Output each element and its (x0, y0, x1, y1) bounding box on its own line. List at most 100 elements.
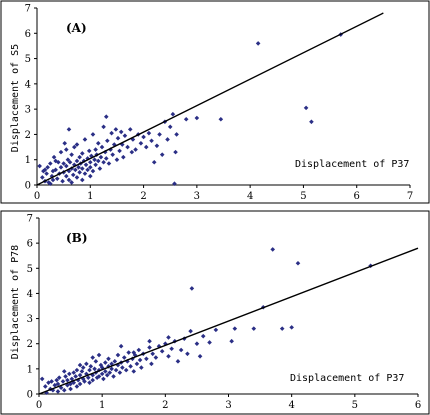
panel-a-fit-line (36, 12, 384, 186)
panel-b-data-point (147, 345, 152, 350)
panel-b-data-point (178, 347, 184, 353)
panel-a-y-tick-label: 2 (25, 130, 31, 141)
panel-a-data-point (98, 154, 104, 160)
panel-b-data-point (113, 367, 119, 373)
panel-a-data-point (110, 152, 115, 157)
panel-a-data-point (101, 124, 106, 130)
panel-a-data-point (72, 162, 77, 168)
panel-b-data-point (109, 366, 114, 372)
panel-b-data-point (93, 359, 99, 364)
panel-b-data-point (88, 364, 94, 369)
panel-b-x-tick-label: 2 (162, 400, 168, 411)
panel-a-data-point (64, 173, 69, 179)
panel-a-x-tick-label: 2 (140, 191, 146, 202)
panel-a-data-point (141, 134, 146, 140)
panel-b-x-tick-label: 1 (99, 400, 105, 411)
panel-b-data-point (73, 374, 78, 379)
panel-b-data-point (159, 348, 165, 354)
panel-a-data-point (40, 175, 45, 180)
panel-b-data-point (87, 367, 92, 373)
panel-a-data-point (67, 159, 73, 165)
panel-b-data-point (131, 369, 137, 374)
panel-a-data-point (79, 177, 85, 183)
panel-b-data-point (197, 353, 203, 359)
panel-b-data-point (126, 350, 131, 355)
panel-a-data-point (92, 157, 97, 163)
panel-a-data-point (66, 177, 72, 183)
panel-a-y-tick-label: 0 (25, 181, 31, 192)
panel-a-data-point (105, 138, 110, 144)
panel-b-data-point (63, 374, 68, 379)
panel-b-data-point (200, 333, 206, 339)
panel-a-data-point (99, 144, 105, 150)
panel-b-x-tick-label: 5 (352, 400, 358, 411)
panel-a-data-point (69, 180, 74, 185)
panel-a-data-point (61, 161, 66, 166)
panel-b-y-axis-title: Displacement of P78 (10, 245, 21, 359)
panel-a-data-point (74, 158, 80, 164)
panel-a-data-point (44, 171, 49, 176)
panel-a-data-point (122, 133, 128, 138)
panel-b-data-point (163, 341, 168, 347)
panel-b-data-point (104, 372, 110, 378)
panel-a-data-point (72, 144, 77, 150)
panel-a-label: (A) (66, 21, 87, 35)
panel-a-data-point (73, 167, 78, 173)
panel-a-data-point (115, 135, 121, 141)
panel-a-data-point (125, 144, 130, 150)
panel-b-data-point (128, 364, 133, 369)
panel-b-data-point (279, 326, 285, 331)
panel-b-data-point (139, 365, 144, 370)
panel-b-data-point (60, 379, 66, 384)
panel-b-data-point (270, 247, 276, 252)
panel-a-data-point (172, 181, 177, 187)
panel-b-data-point (134, 361, 140, 367)
panel-b-data-point (65, 377, 70, 383)
panel-a: (A) Displacement of S5 Displacement of P… (10, 4, 413, 203)
panel-a-data-point (149, 138, 154, 144)
panel-a-data-point (87, 165, 93, 170)
panel-a-data-point (109, 130, 114, 136)
panel-b-data-point (118, 343, 124, 349)
panel-a-data-point (101, 159, 106, 165)
panel-a-data-point (103, 114, 109, 120)
panel-b-data-point (169, 346, 174, 352)
panel-a-data-point (74, 142, 80, 147)
panel-a-data-point (118, 129, 124, 135)
panel-a-data-point (51, 154, 57, 160)
panel-a-data-point (170, 111, 176, 117)
panel-b-data-point (92, 366, 97, 372)
panel-b-data-point (123, 367, 129, 373)
panel-a-data-point (69, 152, 74, 157)
panel-a-data-point (93, 162, 98, 168)
panel-a-data-point (54, 176, 60, 181)
panel-b-data-point (125, 359, 130, 364)
panel-b-data-point (115, 362, 121, 368)
panel-a-data-point (167, 124, 173, 130)
panel-a-data-point (218, 116, 224, 122)
panel-a-data-point (303, 105, 309, 111)
panel-a-y-tick-label: 3 (25, 105, 31, 116)
panel-a-data-point (64, 147, 69, 152)
panel-a-data-point (83, 162, 89, 168)
panel-b-data-point (207, 340, 212, 345)
panel-a-x-axis-title: Displacement of P37 (295, 159, 409, 170)
panel-a-data-point (87, 159, 93, 165)
panel-b-data-point (149, 361, 154, 367)
panel-a-y-axis-title: Displacement of S5 (10, 44, 21, 152)
panel-a-x-tick-label: 3 (194, 191, 200, 202)
panel-b-data-point (103, 360, 108, 365)
panel-a-data-point (49, 173, 55, 179)
panel-a-data-point (65, 157, 71, 163)
panel-b-x-axis-title: Displacement of P37 (290, 373, 404, 384)
panel-b-data-point (147, 338, 152, 344)
panel-b-data-point (106, 356, 111, 362)
panel-b-data-point (115, 352, 121, 358)
panel-a-data-point (60, 178, 65, 184)
panel-a-y-tick-label: 1 (25, 155, 31, 166)
panel-b-fit-line (38, 247, 419, 395)
panel-a-data-point (255, 41, 261, 46)
panel-b-data-point (68, 381, 73, 387)
panel-a-data-point (50, 177, 56, 183)
